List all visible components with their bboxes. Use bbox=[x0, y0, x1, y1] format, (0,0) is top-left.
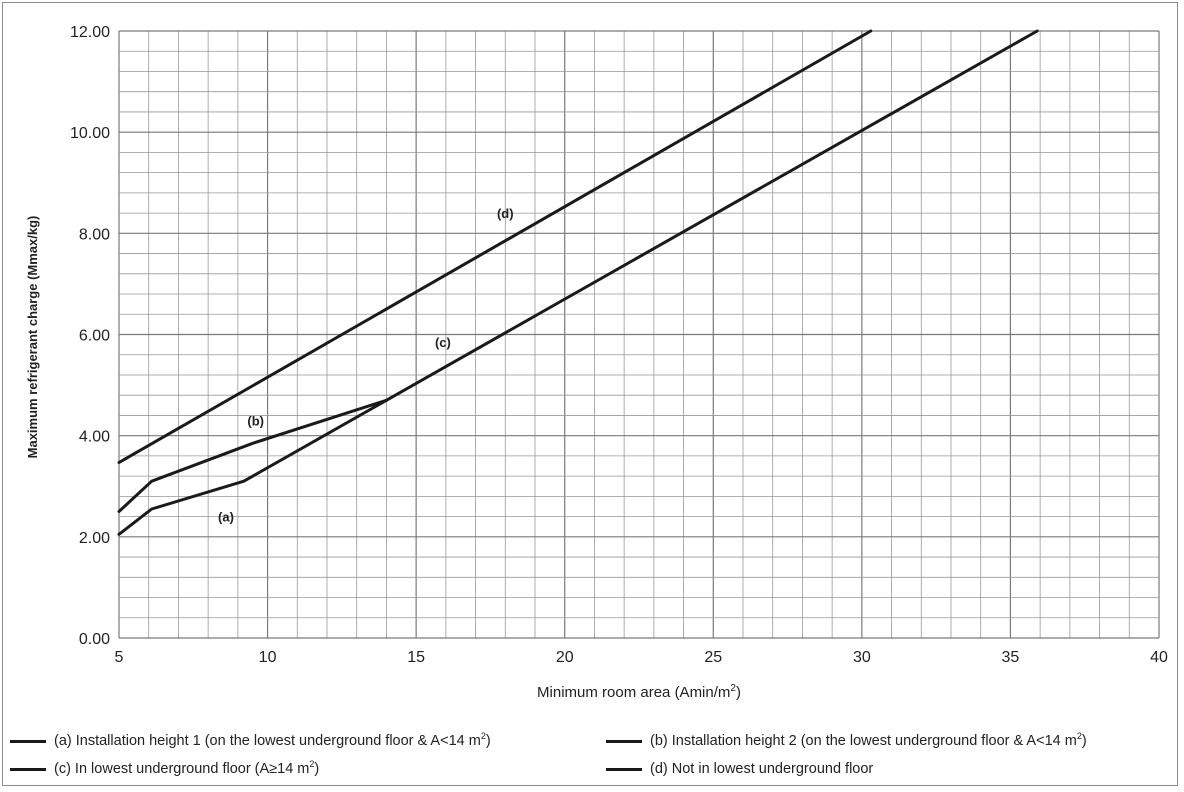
x-tick-label: 35 bbox=[1002, 649, 1020, 666]
y-tick-label: 8.00 bbox=[79, 226, 110, 243]
legend-label-c: (c) In lowest underground floor (A≥14 m2… bbox=[54, 759, 320, 777]
x-tick-label: 20 bbox=[556, 649, 574, 666]
legend-item-b: (b) Installation height 2 (on the lowest… bbox=[606, 731, 1087, 751]
y-tick-labels: 0.00 2.00 4.00 6.00 8.00 10.00 12.00 bbox=[70, 24, 110, 648]
curve-label: (c) bbox=[435, 335, 451, 350]
x-tick-label: 40 bbox=[1150, 649, 1168, 666]
legend-item-c: (c) In lowest underground floor (A≥14 m2… bbox=[10, 759, 319, 779]
curve-label: (b) bbox=[247, 414, 264, 429]
y-tick-label: 10.00 bbox=[70, 125, 110, 142]
legend-item-d: (d) Not in lowest underground floor bbox=[606, 759, 873, 779]
x-axis-title: Minimum room area (Amin/m2) bbox=[537, 683, 741, 700]
series-line-d bbox=[117, 29, 873, 464]
x-tick-label: 30 bbox=[853, 649, 871, 666]
series-lines bbox=[117, 29, 1039, 536]
chart: 0.00 2.00 4.00 6.00 8.00 10.00 12.00 5 10 15 20 25… bbox=[25, 24, 1168, 700]
legend-label-b: (b) Installation height 2 (on the lowest… bbox=[650, 731, 1087, 749]
curve-label: (a) bbox=[218, 510, 234, 525]
series-line-c bbox=[384, 29, 1039, 402]
curve-label: (d) bbox=[497, 206, 514, 221]
legend-swatch-a bbox=[10, 739, 46, 743]
series-line-a bbox=[117, 398, 388, 536]
x-tick-label: 25 bbox=[704, 649, 722, 666]
x-tick-label: 5 bbox=[115, 649, 124, 666]
x-tick-label: 15 bbox=[407, 649, 425, 666]
x-tick-labels: 5 10 15 20 25 30 35 40 bbox=[115, 649, 1168, 666]
legend-swatch-b bbox=[606, 739, 642, 743]
y-tick-label: 6.00 bbox=[79, 328, 110, 345]
grid bbox=[118, 30, 1160, 639]
legend-swatch-c bbox=[10, 767, 46, 771]
legend-label-d: (d) Not in lowest underground floor bbox=[650, 761, 874, 777]
y-tick-label: 12.00 bbox=[70, 24, 110, 41]
y-axis-title: Maximum refrigerant charge (Mmax/kg) bbox=[25, 216, 40, 459]
legend-swatch-d bbox=[606, 767, 642, 771]
legend-item-a: (a) Installation height 1 (on the lowest… bbox=[10, 731, 491, 751]
curve-annotations: (a) (b) (c) (d) bbox=[218, 206, 514, 525]
x-tick-label: 10 bbox=[259, 649, 277, 666]
y-tick-label: 4.00 bbox=[79, 429, 110, 446]
y-tick-label: 0.00 bbox=[79, 631, 110, 648]
y-tick-label: 2.00 bbox=[79, 530, 110, 547]
legend-label-a: (a) Installation height 1 (on the lowest… bbox=[54, 731, 491, 749]
series-line-b bbox=[117, 398, 388, 513]
